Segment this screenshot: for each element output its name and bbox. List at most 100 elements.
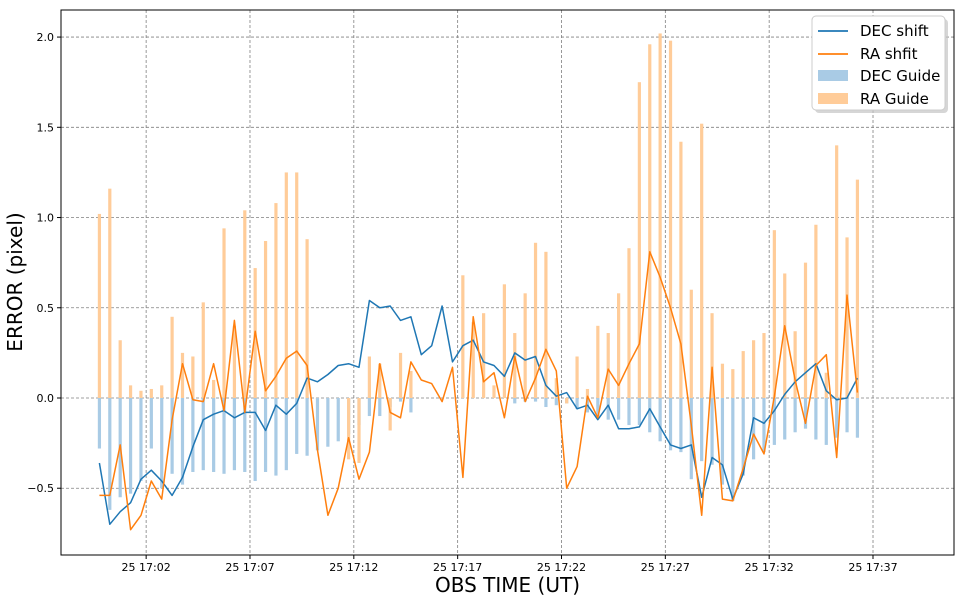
y-tick-label: 1.5 (37, 121, 55, 134)
ra-guide-bar (720, 363, 725, 398)
dec-guide-bar (201, 397, 205, 471)
dec-guide-bar (409, 397, 413, 413)
dec-guide-bar (720, 397, 725, 485)
dec-guide-bar (700, 397, 704, 462)
dec-guide-bar (149, 397, 153, 449)
x-axis: 25 17:02 25 17:07 25 17:12 25 17:17 25 17:22… (122, 555, 898, 574)
ra-guide-bar (700, 123, 704, 398)
x-tick-label: 25 17:02 (122, 561, 171, 574)
ra-guide-bar (118, 340, 122, 398)
ra-guide-bar (191, 356, 195, 398)
dec-guide-bar (648, 397, 652, 433)
ra-guide-bar (835, 145, 839, 398)
dec-guide-bar (762, 397, 766, 453)
dec-guide-bar (803, 397, 808, 429)
dec-guide-bar (606, 397, 610, 420)
ra-guide-bar (222, 228, 226, 398)
ra-guide-bar (606, 333, 610, 398)
ra-guide-bar (388, 397, 392, 431)
dec-guide-bar (212, 397, 216, 472)
y-tick-label: 0.0 (37, 392, 55, 405)
dec-guide-bar (617, 397, 621, 420)
x-tick-label: 25 17:17 (433, 561, 482, 574)
ra-guide-bar (617, 293, 621, 398)
ra-guide-bar (128, 385, 133, 398)
x-tick-label: 25 17:27 (641, 561, 690, 574)
legend-label-dec-guide: DEC Guide (860, 67, 940, 85)
dec-guide-bar (263, 397, 268, 472)
legend-frame (811, 15, 946, 111)
ra-guide-bar (461, 275, 465, 398)
dec-guide-bar (128, 397, 133, 494)
dec-guide-bar (336, 397, 340, 442)
dec-guide-bar (668, 397, 673, 451)
ra-guide-bar (565, 397, 569, 404)
ra-guide-bar (772, 230, 776, 398)
x-tick-label: 25 17:07 (225, 561, 274, 574)
dec-guide-bar (658, 397, 662, 442)
ra-guide-bar (347, 397, 351, 460)
ra-guide-bar (97, 213, 102, 398)
legend-label-ra-shift: RA shfit (860, 45, 918, 63)
ra-guide-bar (295, 172, 299, 398)
ra-guide-bar (533, 242, 538, 398)
dec-guide-bar (596, 397, 600, 417)
dec-guide-bar (741, 397, 745, 476)
ra-guide-bar (471, 322, 475, 398)
plot-frame (60, 9, 955, 556)
ra-guide-bar (243, 210, 247, 398)
ra-guide-bar (492, 385, 496, 398)
dec-guide-bar (513, 397, 517, 404)
dec-guide-bar (253, 397, 257, 482)
dec-guide-bar (305, 397, 309, 456)
ra-guide-bar (160, 385, 164, 398)
legend-label-ra-guide: RA Guide (860, 90, 929, 108)
dec-guide-bar (710, 397, 714, 465)
ra-shift-line (99, 251, 859, 531)
dec-guide-bar (793, 397, 797, 433)
dec-guide-bar (627, 397, 631, 426)
ra-guide-bar (357, 397, 361, 463)
ra-guide-bar (523, 293, 527, 398)
ra-guide-bar (824, 372, 828, 398)
dec-guide-bar (284, 397, 288, 471)
dec-guide-bar (108, 397, 112, 510)
dec-guide-bar (824, 397, 828, 445)
ra-guide-bar (814, 224, 818, 398)
dec-guide-bar (731, 397, 735, 501)
ra-guide-bar (409, 370, 413, 398)
ra-guide-bar (513, 333, 517, 398)
dec-guide-bar (679, 397, 683, 453)
ra-guide-bar (585, 388, 590, 398)
line-series (98, 251, 859, 531)
ra-guide-bar (731, 369, 735, 398)
ra-guide-bar (554, 378, 558, 398)
dec-guide-bar (398, 397, 403, 402)
dec-guide-bar (689, 397, 693, 480)
dec-guide-bar (855, 397, 860, 438)
ra-guide-bar (627, 248, 631, 398)
ra-guide-bar (648, 44, 652, 398)
dec-guide-bar (814, 397, 818, 440)
ra-guide-bar (710, 313, 714, 398)
legend-swatch-ra-guide (818, 93, 848, 104)
dec-guide-bar (554, 397, 558, 406)
ra-guide-bar (575, 356, 579, 398)
dec-guide-bar (232, 397, 237, 471)
ra-guide-bar (668, 40, 673, 398)
dec-guide-bar (295, 397, 299, 454)
y-axis: −0.5 0.0 0.5 1.0 1.5 2.0 (27, 31, 61, 495)
ra-guide-bar (263, 240, 268, 398)
dec-guide-bar (191, 397, 195, 472)
x-tick-label: 25 17:32 (745, 561, 794, 574)
ra-guide-bar (284, 172, 288, 398)
y-axis-label: ERROR (pixel) (3, 212, 27, 351)
ra-guide-bar (367, 356, 371, 398)
ra-guide-bar (689, 289, 693, 398)
ra-guide-bar (108, 188, 112, 398)
x-axis-label: OBS TIME (UT) (435, 573, 580, 597)
ra-guide-bar (741, 351, 745, 398)
ra-guide-bar (139, 390, 143, 398)
dec-guide-bar (378, 397, 382, 417)
